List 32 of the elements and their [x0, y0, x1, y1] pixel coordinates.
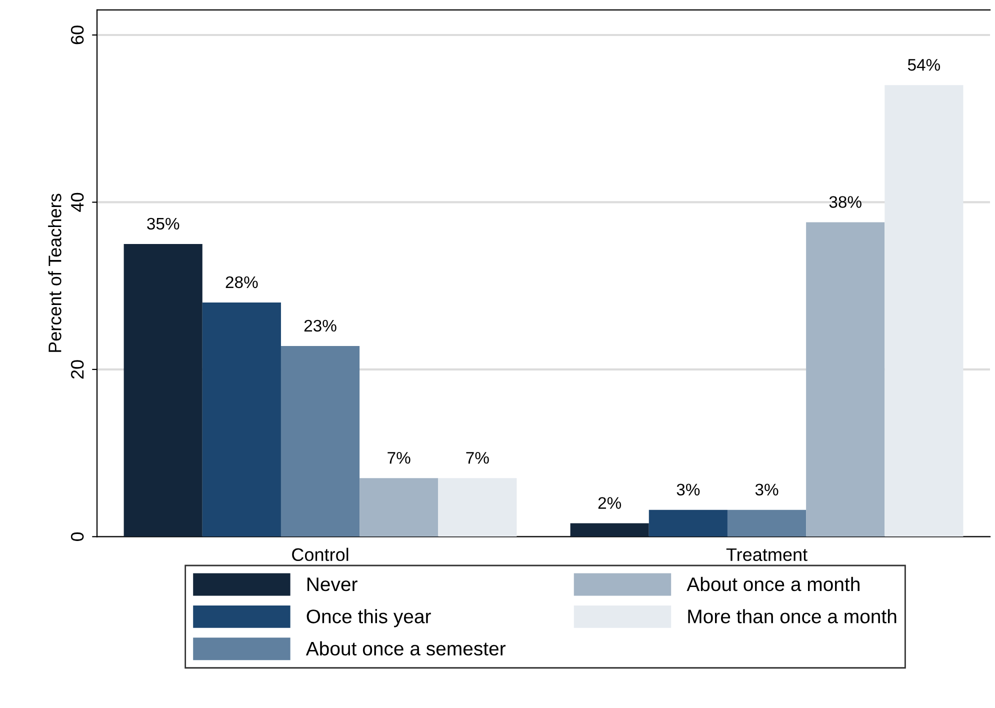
legend-label: About once a semester: [306, 641, 506, 656]
data-label: 38%: [829, 196, 862, 208]
bar: [438, 478, 517, 537]
data-label: 3%: [676, 484, 700, 496]
legend-label: Once this year: [306, 609, 431, 628]
y-tick-label: 0: [70, 532, 84, 541]
bar: [806, 222, 885, 537]
x-tick-label: Treatment: [726, 548, 808, 562]
y-tick-label: 40: [70, 192, 84, 212]
bar: [360, 478, 438, 537]
y-axis-title: Percent of Teachers: [48, 194, 62, 352]
data-label: 23%: [304, 320, 336, 332]
bar: [570, 523, 649, 537]
legend-label: Never: [307, 578, 358, 592]
data-label: 2%: [598, 497, 622, 509]
y-tick-label: 20: [70, 360, 84, 379]
data-label: 28%: [226, 276, 258, 288]
bar: [202, 302, 281, 537]
data-label: 7%: [466, 452, 489, 464]
bar: [280, 346, 360, 537]
data-label: 35%: [147, 218, 180, 230]
legend-label: More than once a month: [688, 609, 896, 624]
bar: [884, 85, 964, 537]
data-label: 3%: [755, 484, 778, 496]
bar: [727, 510, 806, 537]
data-label: 7%: [388, 452, 410, 464]
legend-label: About once a month: [686, 576, 860, 592]
bar: [648, 510, 728, 537]
x-tick-label: Control: [292, 548, 348, 562]
bar: [124, 244, 202, 537]
y-tick-label: 60: [70, 26, 84, 44]
data-label: 54%: [908, 59, 940, 71]
